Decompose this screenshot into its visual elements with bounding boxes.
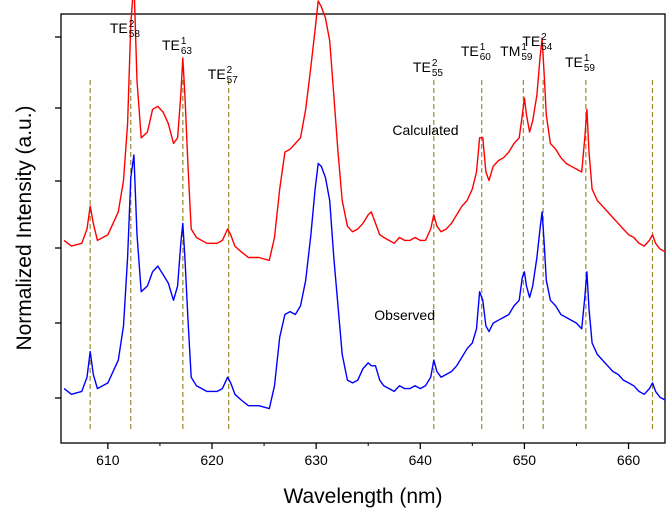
x-tick-label-610: 610 [96,452,120,468]
axes: 610 620 630 640 650 660 [55,13,666,468]
mode-label-te-1-60: TE 160 [461,42,491,63]
mode-label-sup: 1 [521,42,527,53]
mode-label-sub: 59 [521,52,533,63]
mode-label-te-2-58: TE 258 [110,19,140,40]
mode-label-sub: 55 [432,68,444,79]
mode-label-sup: 1 [584,53,590,64]
y-axis-label: Normalized Intensity (a.u.) [13,105,36,350]
mode-label-sup: 2 [541,32,547,43]
mode-label-sup: 1 [181,36,187,47]
mode-label-base: TE [461,43,479,59]
x-tick-label-630: 630 [304,452,328,468]
mode-label-te-1-59: TE 159 [565,53,595,74]
mode-label-base: TE [522,33,540,49]
x-tick-label-650: 650 [513,452,537,468]
series-line-calculated [63,0,666,262]
mode-label-base: TE [413,59,431,75]
mode-label-base: TE [162,37,180,53]
mode-label-sub: 54 [541,42,553,53]
mode-label-sub: 58 [129,29,141,40]
mode-label-te-2-54: TE 254 [522,32,552,53]
mode-label-te-2-57: TE 257 [208,65,238,86]
mode-label-te-1-63: TE 163 [162,36,192,57]
mode-label-sub: 63 [181,46,193,57]
x-tick-label-640: 640 [409,452,433,468]
mode-label-sub: 59 [584,63,596,74]
mode-label-base: TE [565,54,583,70]
mode-label-sub: 57 [227,75,239,86]
series-label-observed: Observed [374,307,435,323]
x-axis-label: Wavelength (nm) [283,485,442,508]
series-lines [63,0,666,410]
mode-label-sub: 60 [480,52,492,63]
mode-label-sup: 1 [480,42,486,53]
mode-label-base: TE [208,66,226,82]
mode-label-base: TE [110,20,128,36]
mode-label-te-2-55: TE 255 [413,58,443,79]
mode-label-base: TM [500,43,520,59]
mode-label-sup: 2 [129,19,135,30]
mode-label-sup: 2 [432,58,438,69]
series-label-calculated: Calculated [392,122,458,138]
mode-label-sup: 2 [227,65,233,76]
plot-frame [60,13,666,444]
x-tick-label-660: 660 [617,452,641,468]
mode-label-tm-1-59: TM 159 [500,42,533,63]
series-line-observed [63,154,666,410]
x-tick-label-620: 620 [200,452,224,468]
mode-marker-lines [89,80,654,432]
